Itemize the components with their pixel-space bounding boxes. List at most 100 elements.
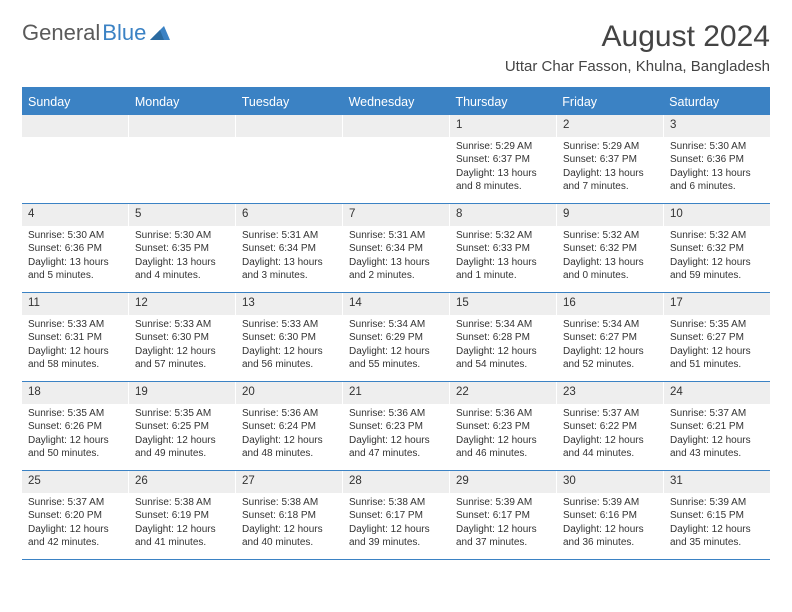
- day-number: 31: [664, 471, 770, 493]
- day-number: 25: [22, 471, 128, 493]
- sunrise-text: Sunrise: 5:39 AM: [456, 496, 550, 510]
- daylight-text: Daylight: 12 hours and 42 minutes.: [28, 523, 122, 550]
- sunrise-text: Sunrise: 5:38 AM: [349, 496, 443, 510]
- day-number: 1: [450, 115, 556, 137]
- day-number: 14: [343, 293, 449, 315]
- sunset-text: Sunset: 6:34 PM: [349, 242, 443, 256]
- daylight-text: Daylight: 12 hours and 52 minutes.: [563, 345, 657, 372]
- day-cell: 8Sunrise: 5:32 AMSunset: 6:33 PMDaylight…: [450, 204, 557, 292]
- day-cell: 4Sunrise: 5:30 AMSunset: 6:36 PMDaylight…: [22, 204, 129, 292]
- day-cell: 12Sunrise: 5:33 AMSunset: 6:30 PMDayligh…: [129, 293, 236, 381]
- day-cell: [22, 115, 129, 203]
- sunrise-text: Sunrise: 5:30 AM: [670, 140, 764, 154]
- day-cell: 26Sunrise: 5:38 AMSunset: 6:19 PMDayligh…: [129, 471, 236, 559]
- day-number: [129, 115, 235, 137]
- day-cell: [129, 115, 236, 203]
- day-header-tue: Tuesday: [236, 89, 343, 115]
- week-row: 18Sunrise: 5:35 AMSunset: 6:26 PMDayligh…: [22, 382, 770, 471]
- day-header-sun: Sunday: [22, 89, 129, 115]
- sunrise-text: Sunrise: 5:32 AM: [563, 229, 657, 243]
- sunset-text: Sunset: 6:36 PM: [670, 153, 764, 167]
- day-number: 18: [22, 382, 128, 404]
- daylight-text: Daylight: 13 hours and 8 minutes.: [456, 167, 550, 194]
- sunrise-text: Sunrise: 5:30 AM: [135, 229, 229, 243]
- day-cell: 29 Sunrise: 5:39 AMSunset: 6:17 PMDayligh…: [450, 471, 557, 559]
- day-cell: 17Sunrise: 5:35 AMSunset: 6:27 PMDayligh…: [664, 293, 770, 381]
- daylight-text: Daylight: 13 hours and 4 minutes.: [135, 256, 229, 283]
- day-details: Sunrise: 5:34 AMSunset: 6:27 PMDaylight:…: [557, 315, 663, 378]
- sunset-text: Sunset: 6:32 PM: [670, 242, 764, 256]
- sunrise-text: Sunrise: 5:34 AM: [563, 318, 657, 332]
- sunset-text: Sunset: 6:23 PM: [456, 420, 550, 434]
- day-cell: 11Sunrise: 5:33 AMSunset: 6:31 PMDayligh…: [22, 293, 129, 381]
- sunrise-text: Sunrise: 5:29 AM: [456, 140, 550, 154]
- sunset-text: Sunset: 6:29 PM: [349, 331, 443, 345]
- sunrise-text: Sunrise: 5:36 AM: [349, 407, 443, 421]
- day-header-mon: Monday: [129, 89, 236, 115]
- day-details: Sunrise: 5:39 AMSunset: 6:16 PMDaylight:…: [557, 493, 663, 556]
- sunrise-text: Sunrise: 5:37 AM: [28, 496, 122, 510]
- daylight-text: Daylight: 12 hours and 40 minutes.: [242, 523, 336, 550]
- sunrise-text: Sunrise: 5:33 AM: [135, 318, 229, 332]
- sunrise-text: Sunrise: 5:35 AM: [28, 407, 122, 421]
- sunrise-text: Sunrise: 5:30 AM: [28, 229, 122, 243]
- daylight-text: Daylight: 12 hours and 36 minutes.: [563, 523, 657, 550]
- day-details: Sunrise: 5:38 AMSunset: 6:17 PMDaylight:…: [343, 493, 449, 556]
- day-cell: 23Sunrise: 5:37 AMSunset: 6:22 PMDayligh…: [557, 382, 664, 470]
- day-number: 12: [129, 293, 235, 315]
- day-cell: 28Sunrise: 5:38 AMSunset: 6:17 PMDayligh…: [343, 471, 450, 559]
- day-cell: 19Sunrise: 5:35 AMSunset: 6:25 PMDayligh…: [129, 382, 236, 470]
- day-details: Sunrise: 5:30 AMSunset: 6:35 PMDaylight:…: [129, 226, 235, 289]
- day-number: 17: [664, 293, 770, 315]
- sunset-text: Sunset: 6:30 PM: [135, 331, 229, 345]
- day-cell: 30Sunrise: 5:39 AMSunset: 6:16 PMDayligh…: [557, 471, 664, 559]
- sunrise-text: Sunrise: 5:34 AM: [349, 318, 443, 332]
- daylight-text: Daylight: 12 hours and 56 minutes.: [242, 345, 336, 372]
- day-details: Sunrise: 5:38 AMSunset: 6:18 PMDaylight:…: [236, 493, 342, 556]
- daylight-text: Daylight: 12 hours and 51 minutes.: [670, 345, 764, 372]
- week-row: 1Sunrise: 5:29 AMSunset: 6:37 PMDaylight…: [22, 115, 770, 204]
- day-cell: 31Sunrise: 5:39 AMSunset: 6:15 PMDayligh…: [664, 471, 770, 559]
- day-number: 20: [236, 382, 342, 404]
- sunset-text: Sunset: 6:25 PM: [135, 420, 229, 434]
- daylight-text: Daylight: 12 hours and 37 minutes.: [456, 523, 550, 550]
- sunrise-text: Sunrise: 5:37 AM: [670, 407, 764, 421]
- day-number: 27: [236, 471, 342, 493]
- day-details: Sunrise: 5:34 AMSunset: 6:28 PMDaylight:…: [450, 315, 556, 378]
- daylight-text: Daylight: 13 hours and 1 minute.: [456, 256, 550, 283]
- day-number: 8: [450, 204, 556, 226]
- daylight-text: Daylight: 12 hours and 58 minutes.: [28, 345, 122, 372]
- sunrise-text: Sunrise: 5:32 AM: [456, 229, 550, 243]
- sunrise-text: Sunrise: 5:29 AM: [563, 140, 657, 154]
- daylight-text: Daylight: 13 hours and 6 minutes.: [670, 167, 764, 194]
- day-details: Sunrise: 5:32 AMSunset: 6:32 PMDaylight:…: [557, 226, 663, 289]
- day-cell: 14Sunrise: 5:34 AMSunset: 6:29 PMDayligh…: [343, 293, 450, 381]
- day-details: Sunrise: 5:30 AMSunset: 6:36 PMDaylight:…: [664, 137, 770, 200]
- day-details: Sunrise: 5:39 AMSunset: 6:15 PMDaylight:…: [664, 493, 770, 556]
- sunset-text: Sunset: 6:32 PM: [563, 242, 657, 256]
- day-number: 26: [129, 471, 235, 493]
- day-number: 28: [343, 471, 449, 493]
- sunrise-text: Sunrise: 5:32 AM: [670, 229, 764, 243]
- week-row: 11Sunrise: 5:33 AMSunset: 6:31 PMDayligh…: [22, 293, 770, 382]
- sunset-text: Sunset: 6:37 PM: [563, 153, 657, 167]
- sunset-text: Sunset: 6:36 PM: [28, 242, 122, 256]
- day-details: Sunrise: 5:31 AMSunset: 6:34 PMDaylight:…: [236, 226, 342, 289]
- logo-text-blue: Blue: [102, 20, 146, 46]
- day-number: 7: [343, 204, 449, 226]
- day-details: Sunrise: 5:37 AMSunset: 6:20 PMDaylight:…: [22, 493, 128, 556]
- day-details: Sunrise: 5:33 AMSunset: 6:30 PMDaylight:…: [129, 315, 235, 378]
- calendar: Sunday Monday Tuesday Wednesday Thursday…: [22, 87, 770, 560]
- day-details: Sunrise: 5:30 AMSunset: 6:36 PMDaylight:…: [22, 226, 128, 289]
- sunset-text: Sunset: 6:20 PM: [28, 509, 122, 523]
- day-number: 29: [450, 471, 556, 493]
- daylight-text: Daylight: 12 hours and 49 minutes.: [135, 434, 229, 461]
- weeks-container: 1Sunrise: 5:29 AMSunset: 6:37 PMDaylight…: [22, 115, 770, 560]
- day-number: 21: [343, 382, 449, 404]
- day-details: Sunrise: 5:35 AMSunset: 6:26 PMDaylight:…: [22, 404, 128, 467]
- sunset-text: Sunset: 6:37 PM: [456, 153, 550, 167]
- logo: GeneralBlue: [22, 20, 170, 46]
- daylight-text: Daylight: 12 hours and 39 minutes.: [349, 523, 443, 550]
- sunset-text: Sunset: 6:17 PM: [456, 509, 550, 523]
- daylight-text: Daylight: 12 hours and 50 minutes.: [28, 434, 122, 461]
